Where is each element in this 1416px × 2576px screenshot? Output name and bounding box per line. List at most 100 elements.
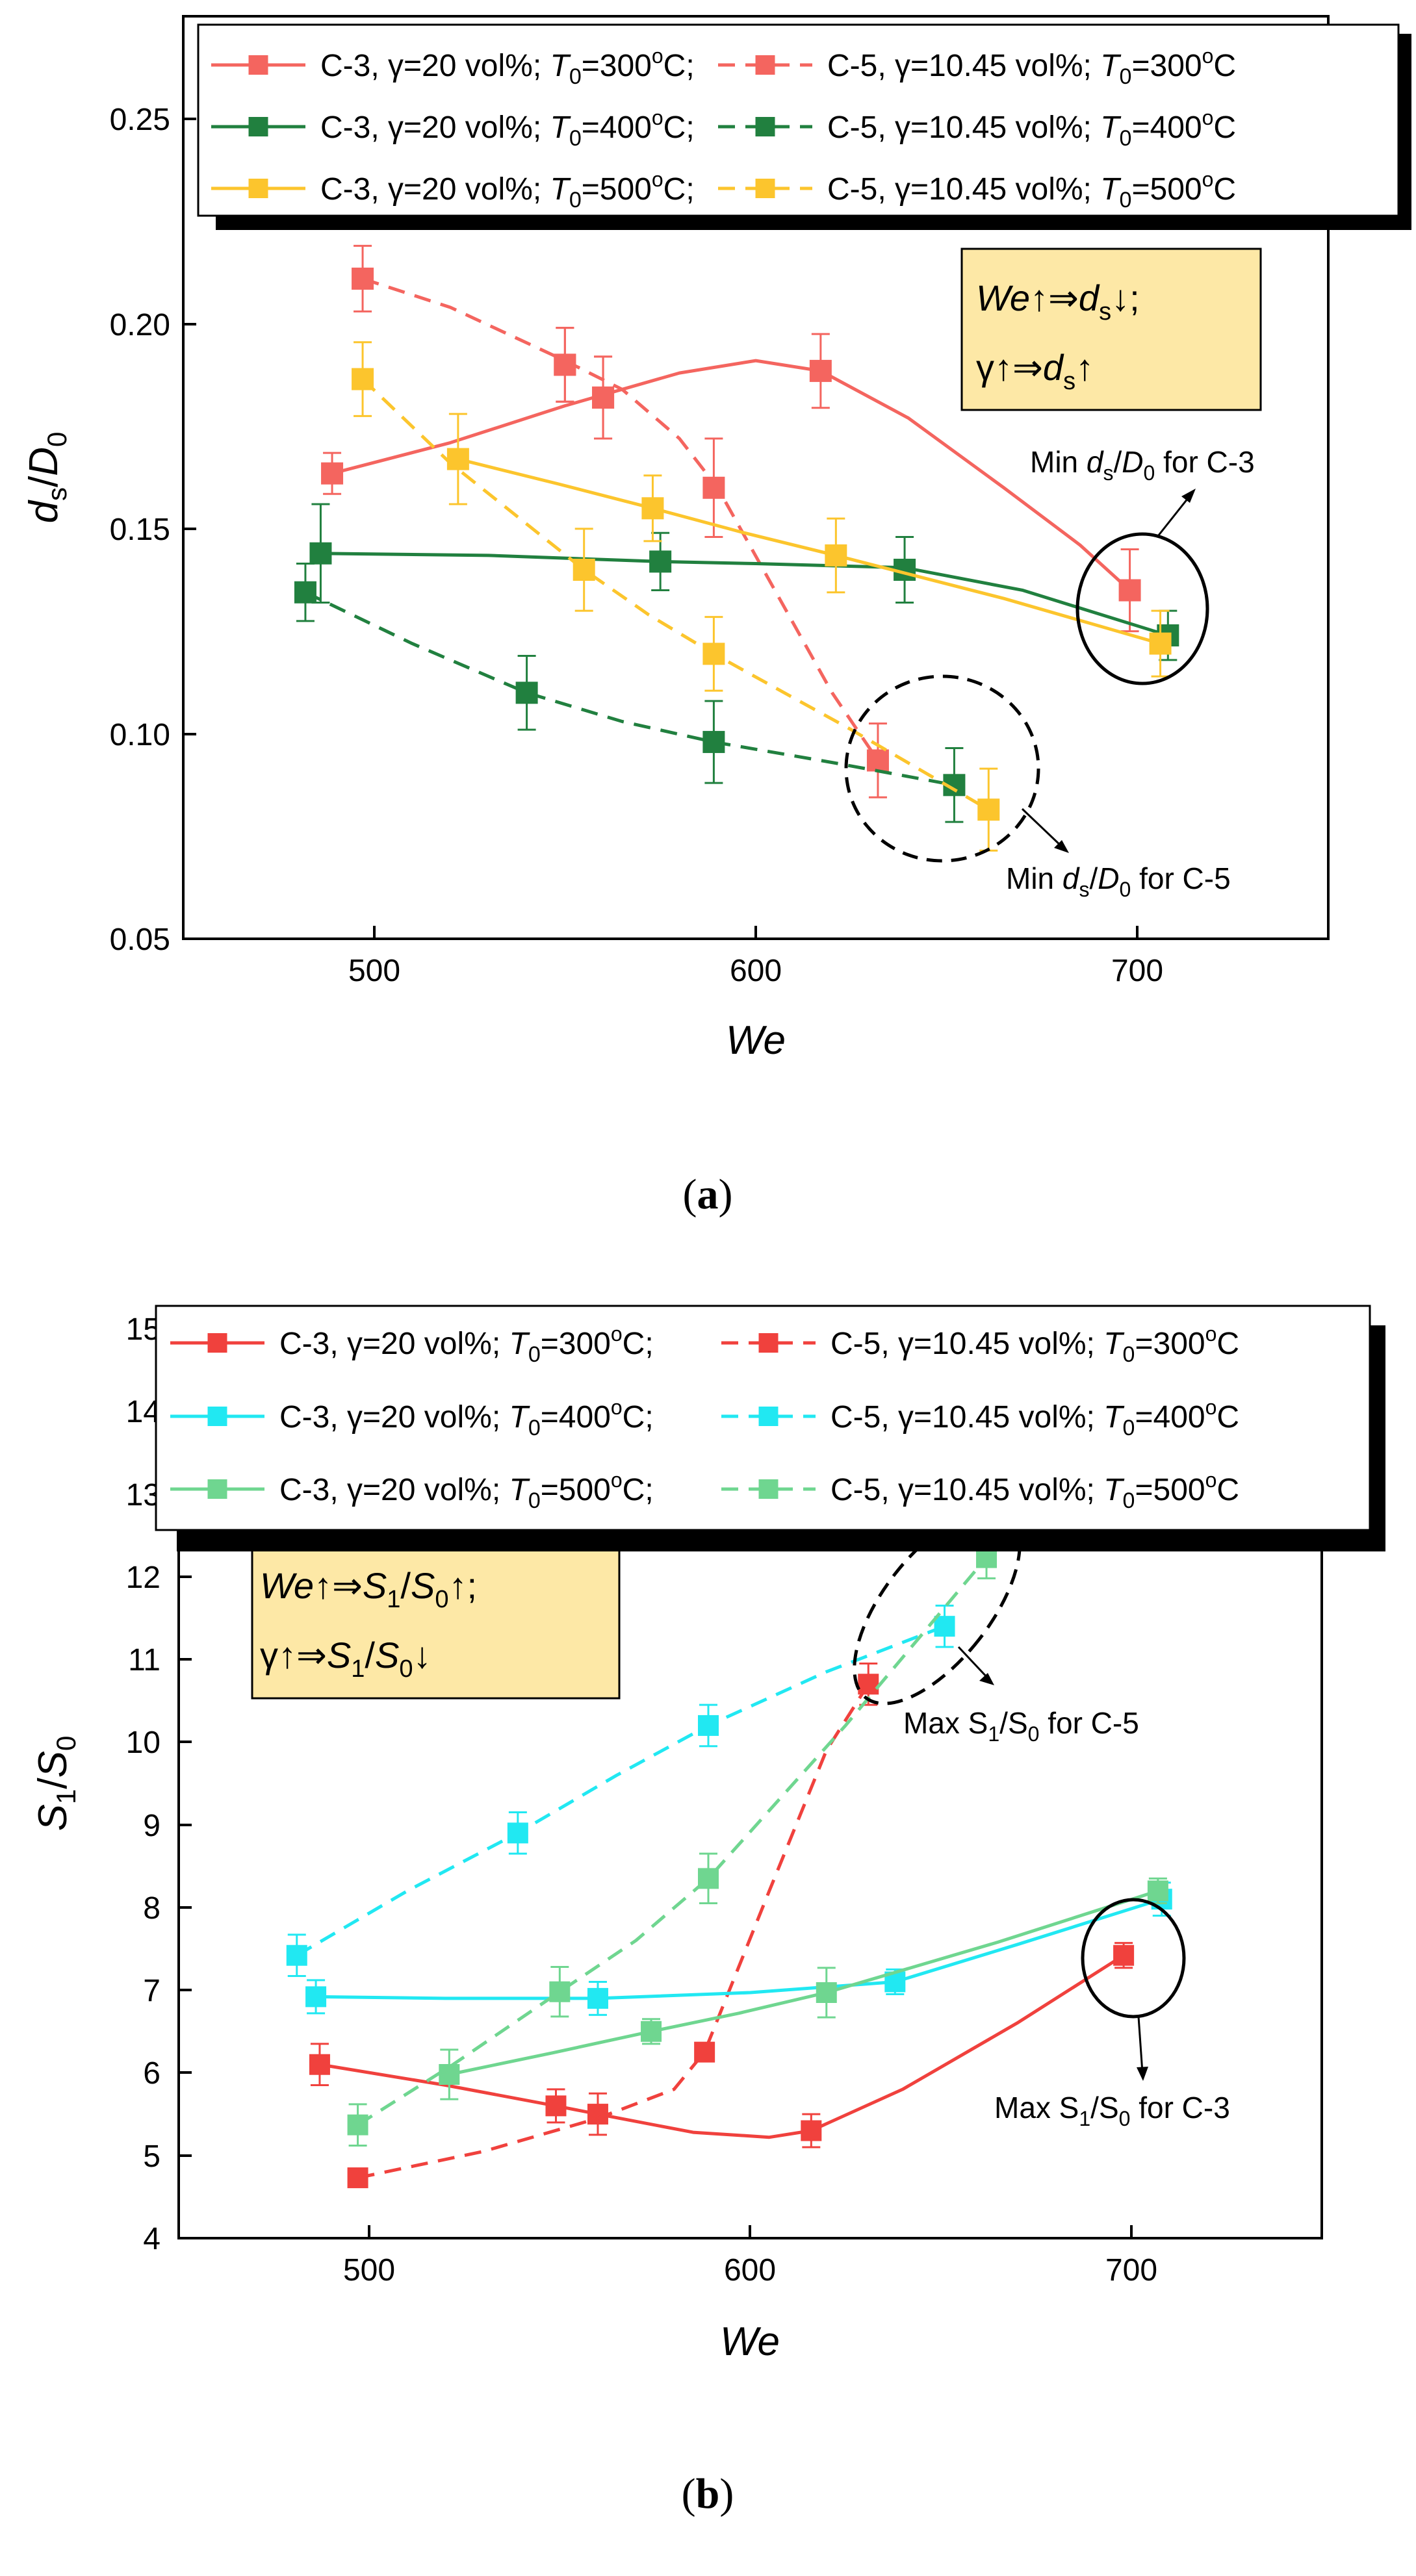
y-tick-label: 5	[143, 2139, 161, 2174]
series-line	[457, 457, 1161, 646]
trend-note-line2: γ↑⇒ds↑	[976, 347, 1094, 395]
legend-marker	[755, 179, 775, 198]
y-tick-label: 0.10	[110, 718, 170, 752]
x-tick-label: 700	[1111, 954, 1163, 988]
data-point	[694, 2041, 715, 2063]
data-point	[698, 1715, 719, 1736]
legend-label: C-5, γ=10.45 vol%; T0=400oC	[830, 1396, 1239, 1440]
data-point	[858, 1674, 879, 1695]
arrow-c3	[1157, 494, 1192, 537]
min-ellipse-c3	[1075, 532, 1209, 685]
data-point	[698, 1868, 719, 1889]
legend-marker	[248, 179, 268, 198]
data-point	[1149, 632, 1172, 655]
legend-marker	[758, 1407, 779, 1426]
legend-entry: C-5, γ=10.45 vol%; T0=300oC	[718, 44, 1236, 89]
x-tick-label: 600	[730, 954, 782, 988]
data-point	[309, 2054, 330, 2075]
y-tick-label: 12	[126, 1561, 161, 1595]
series-3	[309, 503, 1179, 661]
data-point	[439, 2064, 460, 2085]
data-point	[1118, 579, 1141, 602]
x-axis-title-b: We	[720, 2319, 780, 2364]
arrowhead-icon	[1181, 489, 1196, 503]
annotation-max-c5: Max S1/S0 for C-5	[903, 1706, 1139, 1746]
legend-marker	[758, 1479, 779, 1499]
data-point	[809, 359, 832, 382]
y-tick-label: 11	[128, 1643, 161, 1677]
data-point	[352, 368, 374, 390]
legend-marker	[755, 117, 775, 136]
legend-label: C-3, γ=20 vol%; T0=300oC;	[320, 44, 695, 89]
arrowhead-icon	[1137, 2067, 1148, 2081]
legend-label: C-3, γ=20 vol%; T0=400oC;	[279, 1396, 654, 1440]
legend-marker	[248, 117, 268, 136]
series-5	[439, 1877, 1168, 2100]
series-line	[448, 1889, 1159, 2076]
data-point	[347, 2114, 368, 2136]
series-4	[286, 1604, 955, 1978]
legend-label: C-3, γ=20 vol%; T0=400oC;	[320, 106, 695, 151]
series-line	[320, 552, 1169, 637]
max-ellipse-c3	[1081, 1898, 1186, 2019]
series-1	[309, 1942, 1135, 2149]
legend-label: C-5, γ=10.45 vol%; T0=500oC	[830, 1468, 1239, 1513]
data-point	[801, 2120, 822, 2141]
legend-marker	[207, 1407, 227, 1426]
data-point	[866, 749, 889, 772]
panel-b: 4 5 6 7 8 9 10 11 12 13 14 15 500 600 70…	[31, 1305, 1385, 2518]
x-tick-label: 500	[348, 954, 400, 988]
data-point	[1147, 1880, 1168, 1902]
legend-marker	[755, 55, 775, 75]
annotation-max-c3: Max S1/S0 for C-3	[994, 2091, 1230, 2130]
data-point	[649, 550, 672, 573]
max-ellipse-c5	[853, 1508, 1022, 1705]
series-2	[347, 1662, 879, 2189]
legend-label: C-3, γ=20 vol%; T0=500oC;	[320, 168, 695, 212]
legend-label: C-5, γ=10.45 vol%; T0=300oC	[830, 1322, 1239, 1367]
data-point	[309, 542, 332, 565]
y-tick-label: 4	[143, 2222, 161, 2256]
min-ellipse-c5	[844, 674, 1040, 863]
trend-note-line1: We↑⇒ds↓;	[976, 277, 1140, 325]
x-tick-label: 500	[343, 2253, 395, 2288]
data-point	[587, 1987, 608, 2009]
legend-b: C-3, γ=20 vol%; T0=300oC; C-5, γ=10.45 vo…	[155, 1305, 1385, 1551]
panel-a: 0.05 0.10 0.15 0.20 0.25 500 600 700 We …	[21, 15, 1411, 1218]
x-tick-label: 600	[724, 2253, 776, 2288]
legend-entry: C-3, γ=20 vol%; T0=300oC;	[170, 1322, 654, 1367]
legend-box	[197, 23, 1400, 217]
x-axis-title-a: We	[726, 1018, 786, 1063]
series-6	[352, 341, 1000, 852]
series-line	[304, 591, 955, 787]
data-point	[641, 2021, 662, 2042]
series-line	[331, 359, 1131, 592]
x-tick-label: 700	[1105, 2253, 1157, 2288]
legend-entry: C-3, γ=20 vol%; T0=500oC;	[170, 1468, 654, 1513]
y-tick-label: 7	[143, 1974, 161, 2008]
trend-note-line2: γ↑⇒S1/S0↓	[260, 1635, 431, 1683]
legend-entry: C-3, γ=20 vol%; T0=400oC;	[170, 1396, 654, 1440]
y-axis-title-b: S1/S0	[31, 1736, 81, 1831]
legend-marker	[207, 1479, 227, 1499]
legend-entry: C-3, γ=20 vol%; T0=400oC;	[211, 106, 695, 151]
series-line	[357, 1683, 870, 2180]
data-point	[515, 682, 538, 704]
legend-label: C-5, γ=10.45 vol%; T0=500oC	[827, 168, 1236, 212]
y-tick-label: 13	[126, 1478, 161, 1512]
data-point	[1113, 1945, 1135, 1966]
series-line	[319, 1954, 1125, 2139]
y-axis-b: 4 5 6 7 8 9 10 11 12 13 14 15	[126, 1312, 192, 2256]
series-2	[352, 244, 889, 798]
data-point	[702, 731, 725, 754]
y-axis-title-a: ds/D0	[21, 432, 72, 524]
legend-entry: C-5, γ=10.45 vol%; T0=300oC	[721, 1322, 1239, 1367]
y-tick-label: 15	[126, 1312, 161, 1347]
trend-note-box-a	[960, 248, 1262, 411]
series-line	[296, 1624, 946, 1957]
arrow-c5	[1021, 808, 1064, 849]
data-point	[305, 1986, 327, 2008]
data-point	[825, 544, 847, 567]
legend-marker	[248, 55, 268, 75]
